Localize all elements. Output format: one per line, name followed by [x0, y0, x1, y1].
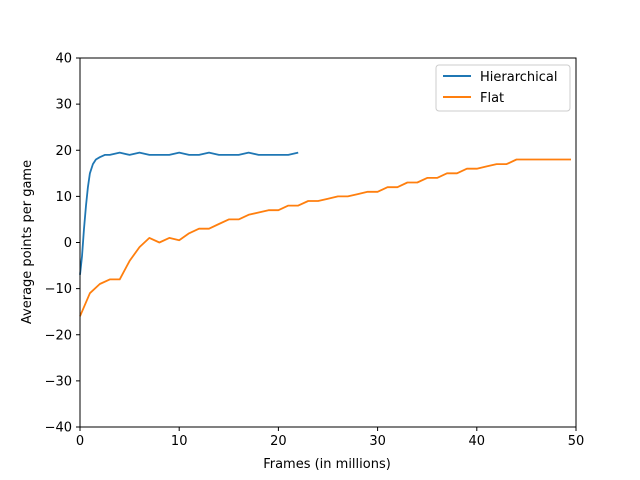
ticks: 0 10 20 30 40 50 −40 −30 −20 −10 0 10 20 30 40 [45, 52, 585, 450]
y-tick-label: 20 [55, 144, 72, 159]
axes-frame [79, 57, 577, 428]
y-tick-label: 0 [64, 236, 72, 251]
legend-label-flat: Flat [480, 91, 504, 106]
legend: Hierarchical Flat [435, 64, 571, 112]
y-tick-label: 30 [55, 98, 72, 113]
y-tick-label: −30 [45, 374, 72, 389]
x-tick-label: 50 [568, 434, 585, 449]
x-tick-label: 30 [369, 434, 386, 449]
series-lines [79, 151, 571, 317]
axes [79, 57, 577, 428]
y-tick-label: 40 [55, 52, 72, 67]
y-tick-label: 10 [55, 190, 72, 205]
x-axis-label: Frames (in millions) [263, 457, 391, 472]
x-tick-label: 0 [76, 434, 84, 449]
x-tick-label: 20 [270, 434, 287, 449]
y-tick-label: −10 [45, 282, 72, 297]
y-tick-label: −20 [45, 328, 72, 343]
y-tick-label: −40 [45, 421, 72, 436]
legend-label-hierarchical: Hierarchical [480, 70, 557, 85]
x-tick-label: 40 [469, 434, 486, 449]
series-line-flat [79, 158, 571, 317]
y-axis-label: Average points per game [20, 160, 35, 324]
series-line-hierarchical [79, 151, 299, 275]
x-tick-label: 10 [171, 434, 188, 449]
